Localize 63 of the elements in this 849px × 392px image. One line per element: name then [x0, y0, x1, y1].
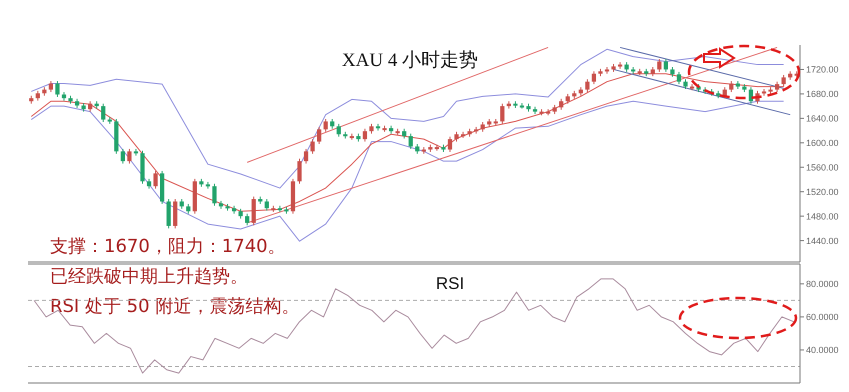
chart-title: XAU 4 小时走势 [342, 50, 478, 71]
candlestick [304, 148, 308, 164]
candlestick [180, 198, 184, 210]
candlestick [454, 131, 459, 142]
candlestick [448, 136, 452, 152]
candlestick [683, 78, 688, 90]
y-tick-label: 80.0000 [806, 278, 839, 289]
candlestick [402, 128, 406, 140]
candlestick [657, 58, 662, 72]
candlestick [252, 196, 256, 226]
candlestick [670, 66, 675, 78]
candlestick [238, 208, 243, 220]
candlestick [186, 203, 190, 214]
y-tick-label: 1600.00 [806, 138, 839, 148]
candlestick [264, 198, 269, 212]
candlestick [676, 71, 682, 85]
candlestick [153, 170, 158, 190]
y-tick-label: 1720.00 [806, 64, 839, 75]
candlestick [480, 122, 485, 132]
candlestick [336, 123, 341, 138]
y-tick-label: 1560.00 [806, 162, 839, 172]
text: RSI [436, 274, 464, 293]
y-tick-label: 1680.00 [806, 89, 839, 100]
candlestick [245, 213, 250, 226]
y-tick-label: 1640.00 [806, 114, 839, 124]
candlestick [585, 78, 590, 93]
candlestick [362, 128, 368, 142]
candlestick [120, 148, 125, 164]
candlestick [310, 138, 315, 154]
candlestick [330, 118, 334, 130]
candlestick [500, 103, 504, 124]
candlestick [415, 144, 420, 154]
candlestick [36, 90, 40, 102]
candlestick [624, 62, 629, 72]
candlestick [664, 58, 668, 72]
y-tick-label: 1480.00 [806, 211, 839, 222]
y-tick-label: 1440.00 [806, 236, 839, 246]
candlestick [552, 104, 557, 115]
candlestick [650, 66, 655, 77]
candlestick [74, 98, 80, 108]
candlestick [592, 70, 596, 85]
candlestick [782, 74, 786, 88]
candlestick [297, 158, 302, 184]
candlestick [559, 98, 564, 110]
candlestick [101, 103, 106, 123]
annotation: RSI 处于 50 附近，震荡结构。 [50, 296, 300, 317]
line-series [30, 48, 784, 189]
candlestick [408, 133, 413, 150]
candlestick [317, 126, 322, 145]
annotation: 已经跌破中期上升趋势。 [50, 266, 248, 287]
candlestick [88, 100, 92, 112]
candlestick [729, 80, 734, 93]
candlestick [566, 93, 570, 104]
y-tick-label: 60.0000 [806, 312, 839, 322]
candlestick [48, 80, 54, 93]
candlestick [324, 118, 328, 132]
candlestick [55, 80, 60, 98]
y-tick-label: 1520.00 [806, 186, 839, 197]
candlestick [774, 81, 780, 93]
candlestick [127, 148, 132, 164]
annotation: 支撑：1670，阻力：1740。 [50, 236, 286, 257]
candlestick [212, 183, 217, 206]
y-tick-label: 40.0000 [806, 345, 839, 356]
